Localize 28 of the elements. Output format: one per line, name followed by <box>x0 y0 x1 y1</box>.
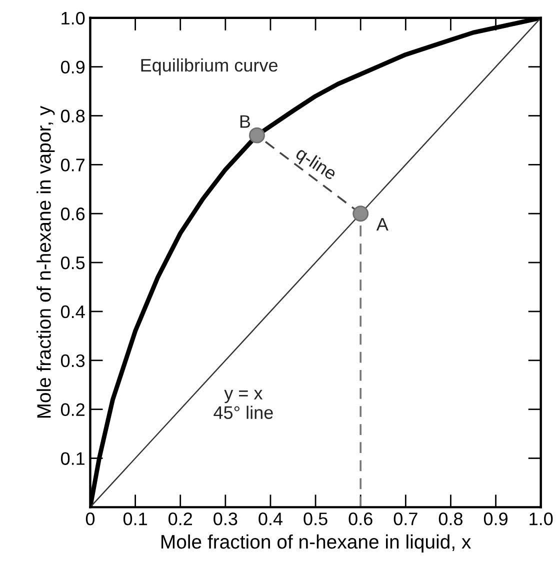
annotation: Equilibrium curve <box>141 58 278 76</box>
y-tick-label: 0.1 <box>60 452 84 465</box>
x-tick-label: 0.5 <box>304 512 328 526</box>
x-tick-label: 0.2 <box>168 512 192 526</box>
annotation: A <box>376 218 388 231</box>
x-axis-title: Mole fraction of n-hexane in liquid, x <box>162 534 471 553</box>
x-tick-label: 0.9 <box>484 512 508 526</box>
x-tick-label: 0 <box>86 512 95 526</box>
annotation: q-line <box>293 146 338 184</box>
y-tick-label: 0.8 <box>60 110 85 122</box>
y-tick-label: 0.3 <box>60 354 85 368</box>
x-tick-label: 1.0 <box>530 512 553 526</box>
x-tick-label: 0.7 <box>394 512 418 526</box>
y-tick-label: 0.4 <box>60 305 85 318</box>
y-tick-label: 1.0 <box>62 12 85 25</box>
y-tick-label: 0.5 <box>60 256 85 270</box>
y-tick-label: 0.6 <box>60 208 85 220</box>
x-tick-label: 0.3 <box>214 512 238 526</box>
x-tick-label: 0.4 <box>258 512 282 526</box>
x-tick-label: 0.6 <box>348 512 372 526</box>
x-tick-label: 0.8 <box>438 512 462 526</box>
y-tick-label: 0.2 <box>60 403 84 416</box>
annotation: B <box>240 115 250 128</box>
x-tick-label: 0.1 <box>123 512 147 526</box>
y-tick-label: 0.7 <box>60 158 84 172</box>
annotation: y = x 45° line <box>214 390 273 419</box>
y-tick-label: 0.9 <box>60 60 85 74</box>
y-axis-title: Mole fraction of n-hexane in vapor, y <box>36 106 55 418</box>
